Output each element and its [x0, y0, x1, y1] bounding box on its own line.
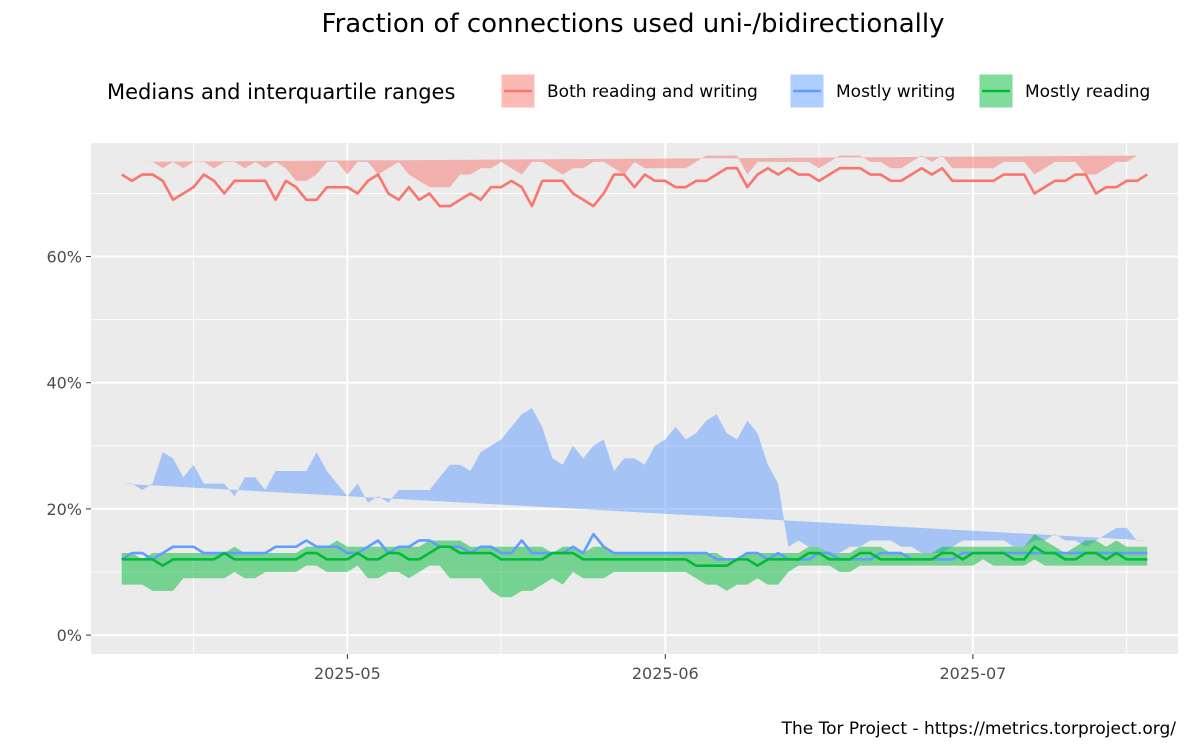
median-lines: [121, 166, 1148, 567]
legend-items: Both reading and writing Mostly writing Mo…: [500, 73, 1150, 109]
legend: Medians and interquartile ranges Both re…: [107, 73, 1150, 109]
x-tick-label: 2025-06: [632, 664, 699, 683]
iqr-band-1: [121, 407, 1148, 554]
legend-title: Medians and interquartile ranges: [107, 80, 455, 104]
legend-label: Both reading and writing: [547, 82, 758, 102]
y-tick-label: 20%: [46, 500, 82, 519]
legend-item-0: Both reading and writing: [500, 73, 758, 109]
x-tick-label: 2025-07: [939, 664, 1006, 683]
median-line-0: [121, 166, 1148, 208]
iqr-band-2: [121, 534, 1148, 598]
chart-caption: The Tor Project - https://metrics.torpro…: [781, 719, 1177, 739]
legend-label: Mostly reading: [1025, 82, 1150, 102]
legend-item-1: Mostly writing: [789, 73, 955, 109]
median-line-2: [121, 545, 1148, 567]
legend-label: Mostly writing: [836, 82, 955, 102]
y-tick-label: 0%: [57, 626, 82, 645]
legend-item-2: Mostly reading: [978, 73, 1150, 109]
axes: 0% 20% 40% 60% 2025-05 2025-06 2025-07: [46, 248, 1006, 683]
y-tick-label: 40%: [46, 374, 82, 393]
y-tick-label: 60%: [46, 248, 82, 267]
chart-title: Fraction of connections used uni-/bidire…: [322, 9, 945, 39]
x-tick-label: 2025-05: [314, 664, 381, 683]
iqr-band-0: [121, 155, 1137, 188]
iqr-bands: [121, 155, 1148, 598]
